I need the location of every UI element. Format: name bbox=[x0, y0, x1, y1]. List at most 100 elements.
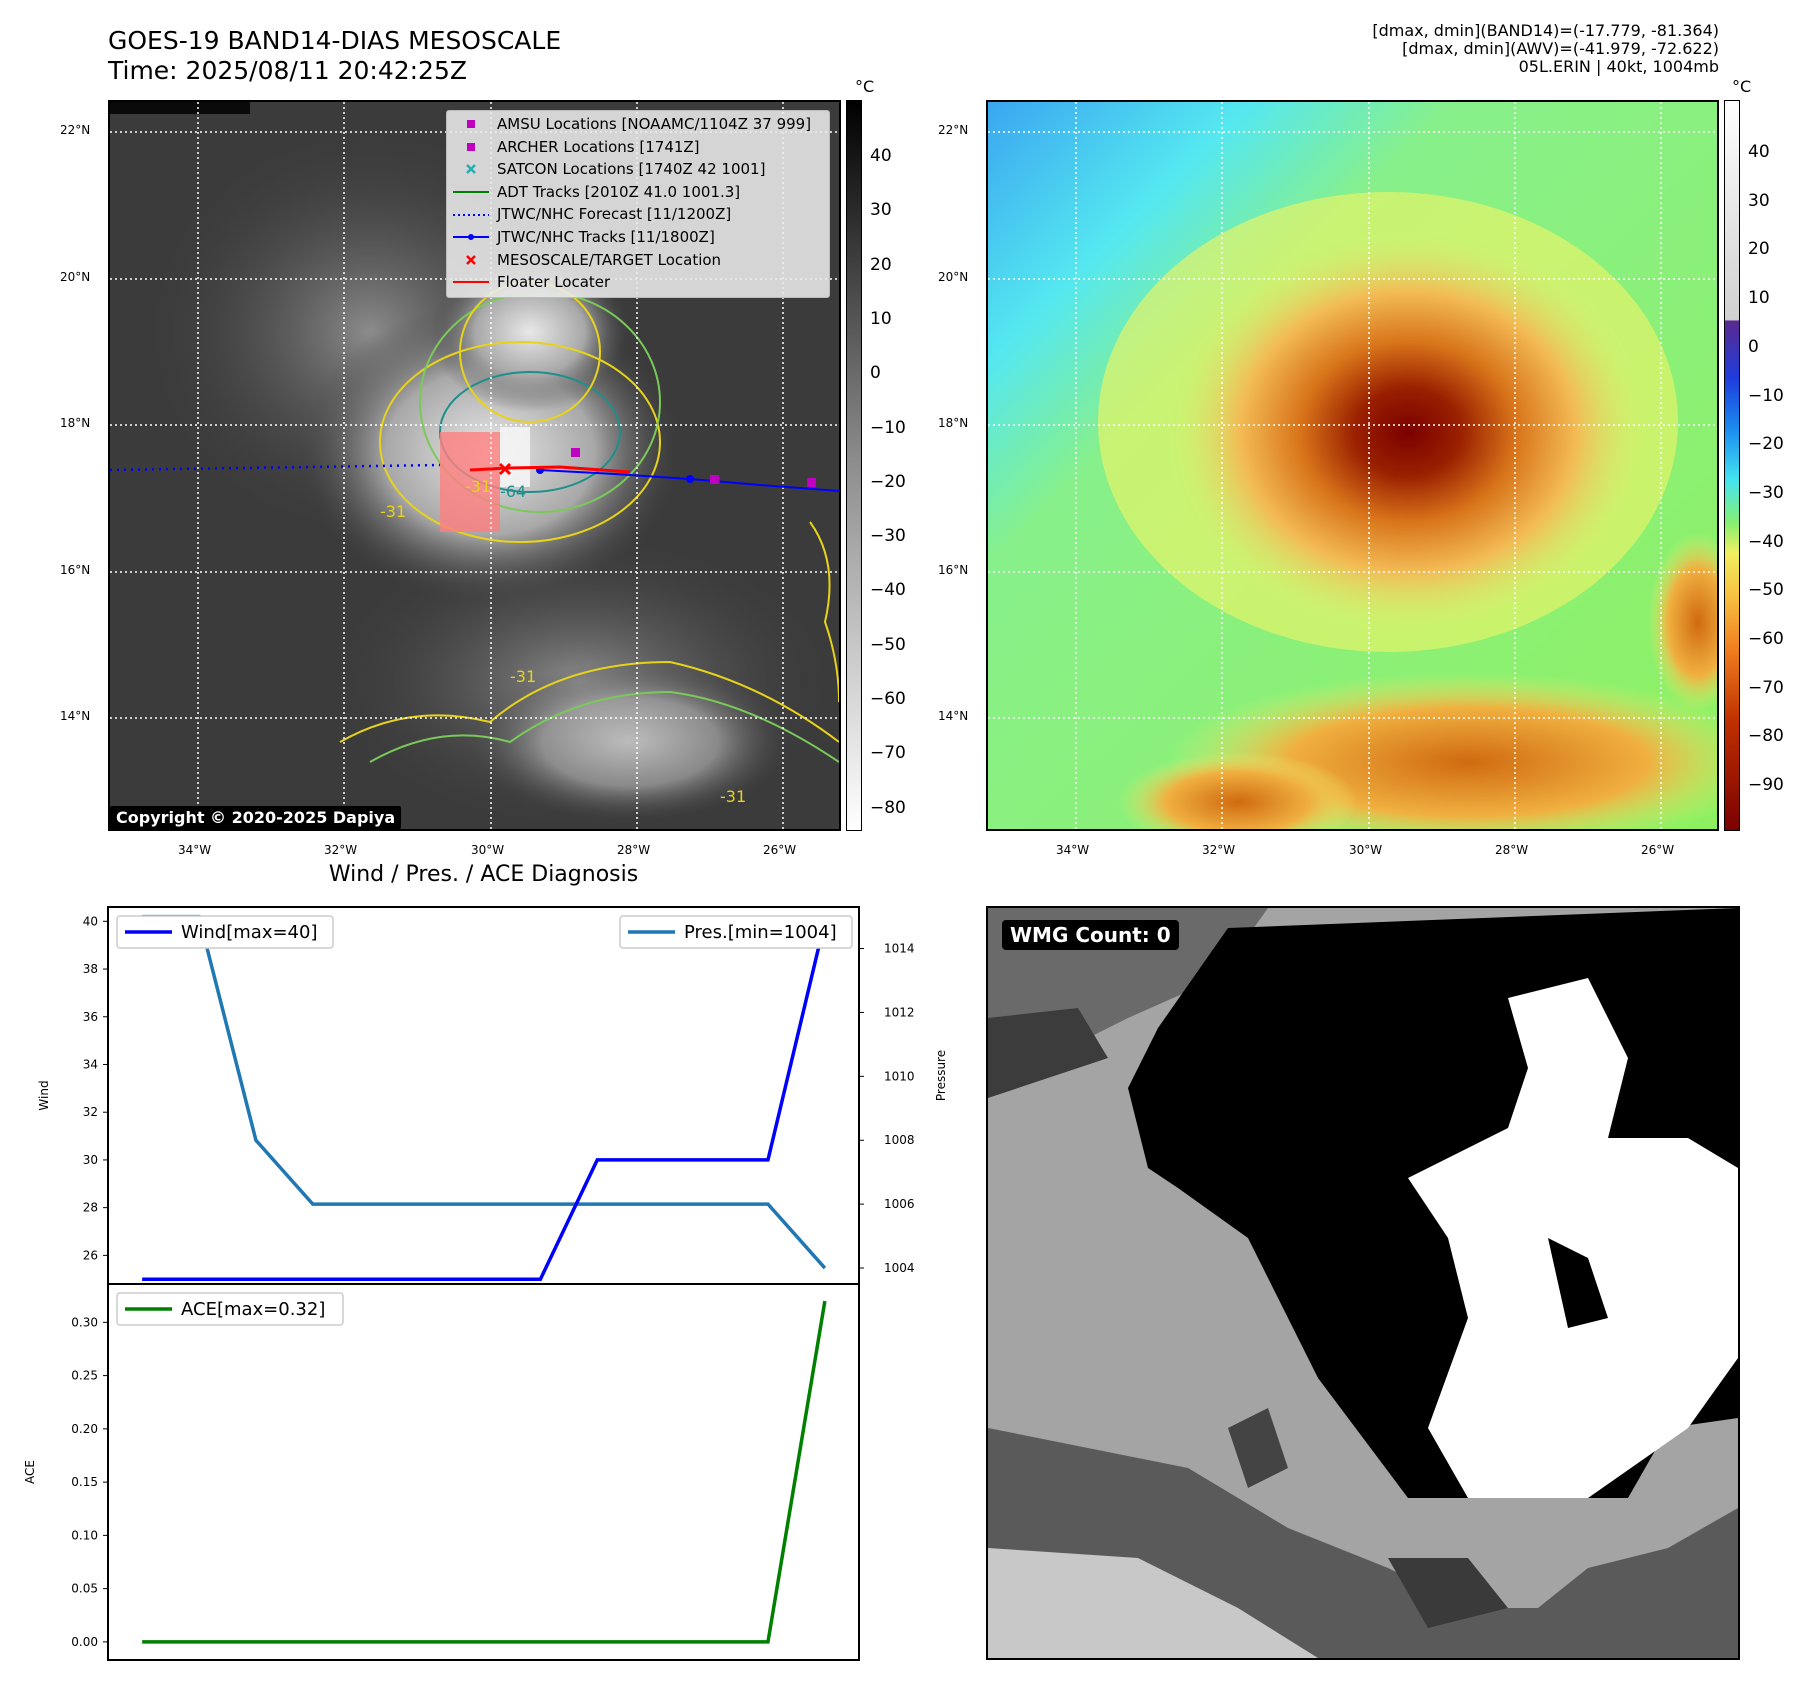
pres-tick-label: 1012 bbox=[884, 1005, 915, 1019]
info-band14: [dmax, dmin](BAND14)=(-17.779, -81.364) bbox=[1372, 21, 1719, 40]
map1-lat-label: 14°N bbox=[60, 709, 91, 723]
legend-marker-icon bbox=[453, 281, 489, 284]
wind-axis-label: Wind bbox=[37, 1080, 51, 1110]
wind-tick-label: 34 bbox=[83, 1057, 98, 1071]
colorbar1-tick: −10 bbox=[870, 417, 906, 438]
pres-tick-label: 1004 bbox=[884, 1261, 915, 1275]
map2-lat-label: 22°N bbox=[938, 123, 969, 137]
copyright-badge: Copyright © 2020-2025 Dapiya bbox=[110, 806, 402, 829]
awv-map-image bbox=[988, 102, 1717, 829]
map2-lat-label: 16°N bbox=[938, 563, 969, 577]
ace-legend-box bbox=[116, 1292, 344, 1326]
contour-label-3: -31 bbox=[380, 502, 406, 521]
legend-marker-icon bbox=[466, 164, 476, 175]
map1-lon-label: 32°W bbox=[324, 843, 358, 857]
contour-label-5: -31 bbox=[720, 787, 746, 806]
info-storm: 05L.ERIN | 40kt, 1004mb bbox=[1518, 57, 1719, 76]
colorbar1-tick: −50 bbox=[870, 634, 906, 655]
legend-label: ADT Tracks [2010Z 41.0 1001.3] bbox=[497, 182, 741, 201]
colorbar2-tick: −90 bbox=[1748, 775, 1784, 796]
wind-legend-label: Wind[max=40] bbox=[181, 922, 318, 943]
ir-map-panel: -31 -64 -31 -31 -31 AMSU Locations [NOAA… bbox=[108, 100, 841, 831]
figure-time: Time: 2025/08/11 20:42:25Z bbox=[108, 56, 467, 85]
legend-marker-icon bbox=[453, 213, 489, 216]
pres-tick-label: 1008 bbox=[884, 1133, 915, 1147]
ace-tick-label: 0.05 bbox=[71, 1582, 98, 1596]
legend-entry: MESOSCALE/TARGET Location bbox=[451, 249, 825, 272]
colorbar1-tick: −80 bbox=[870, 797, 906, 818]
legend-entry: ADT Tracks [2010Z 41.0 1001.3] bbox=[451, 181, 825, 204]
map2-lon-label: 28°W bbox=[1495, 843, 1529, 857]
colorbar1-tick: 20 bbox=[870, 254, 892, 275]
map2-lon-label: 34°W bbox=[1056, 843, 1090, 857]
colorbar2-tick: 10 bbox=[1748, 288, 1770, 309]
ace-axis-label: ACE bbox=[23, 1460, 37, 1484]
legend-entry: Floater Locater bbox=[451, 271, 825, 294]
info-awv: [dmax, dmin](AWV)=(-41.979, -72.622) bbox=[1402, 39, 1719, 58]
map1-lat-label: 18°N bbox=[60, 416, 91, 430]
map-legend: AMSU Locations [NOAAMC/1104Z 37 999] ARCH… bbox=[446, 110, 830, 298]
pressure-series-line bbox=[142, 914, 827, 1270]
colorbar2-tick: −80 bbox=[1748, 726, 1784, 747]
ace-tick-label: 0.20 bbox=[71, 1422, 98, 1436]
legend-entry: AMSU Locations [NOAAMC/1104Z 37 999] bbox=[451, 113, 825, 136]
pressure-legend-label: Pres.[min=1004] bbox=[684, 922, 837, 943]
colorbar1-tick: 30 bbox=[870, 200, 892, 221]
legend-marker-icon bbox=[467, 142, 475, 151]
map1-lat-label: 20°N bbox=[60, 270, 91, 284]
colorbar2 bbox=[1724, 100, 1740, 831]
colorbar2-tick: −40 bbox=[1748, 531, 1784, 552]
map1-lon-label: 34°W bbox=[178, 843, 212, 857]
colorbar2-unit: °C bbox=[1732, 77, 1752, 96]
colorbar1-tick: −70 bbox=[870, 743, 906, 764]
map2-lat-label: 14°N bbox=[938, 709, 969, 723]
map2-lat-label: 18°N bbox=[938, 416, 969, 430]
colorbar1-tick: −40 bbox=[870, 580, 906, 601]
ace-tick-label: 0.25 bbox=[71, 1369, 98, 1383]
legend-label: MESOSCALE/TARGET Location bbox=[497, 250, 722, 269]
colorbar2-tick: −20 bbox=[1748, 434, 1784, 455]
map1-lat-label: 16°N bbox=[60, 563, 91, 577]
wind-tick-label: 38 bbox=[83, 962, 98, 976]
ace-legend-label: ACE[max=0.32] bbox=[181, 1299, 325, 1320]
colorbar2-tick: −60 bbox=[1748, 629, 1784, 649]
legend-label: JTWC/NHC Tracks [11/1800Z] bbox=[497, 227, 715, 246]
pres-tick-label: 1014 bbox=[884, 942, 915, 956]
legend-marker-icon bbox=[453, 191, 489, 194]
colorbar2-tick: −70 bbox=[1748, 677, 1784, 698]
colorbar1-tick: −30 bbox=[870, 526, 906, 547]
map2-lat-label: 20°N bbox=[938, 270, 969, 284]
pres-tick-label: 1006 bbox=[884, 1197, 915, 1211]
awv-map-panel bbox=[986, 100, 1719, 831]
wind-tick-label: 28 bbox=[83, 1201, 98, 1215]
diagnosis-title: Wind / Pres. / ACE Diagnosis bbox=[328, 862, 639, 887]
colorbar1-tick: −20 bbox=[870, 471, 906, 492]
wind-legend-box bbox=[116, 915, 334, 949]
pres-tick-label: 1010 bbox=[884, 1069, 915, 1083]
colorbar1 bbox=[846, 100, 862, 831]
legend-label: JTWC/NHC Forecast [11/1200Z] bbox=[497, 205, 732, 224]
contour-label-2: -64 bbox=[500, 482, 526, 501]
colorbar2-tick: 40 bbox=[1748, 142, 1770, 162]
legend-label: Floater Locater bbox=[497, 273, 611, 292]
legend-marker-icon bbox=[453, 234, 489, 241]
colorbar2-tick: 20 bbox=[1748, 239, 1770, 260]
ace-tick-label: 0.00 bbox=[71, 1635, 98, 1649]
wind-tick-label: 30 bbox=[83, 1153, 98, 1167]
legend-entry: SATCON Locations [1740Z 42 1001] bbox=[451, 158, 825, 181]
legend-label: ARCHER Locations [1741Z] bbox=[497, 137, 700, 156]
legend-marker-icon bbox=[467, 120, 475, 129]
colorbar2-tick: −30 bbox=[1748, 482, 1784, 503]
ace-tick-label: 0.10 bbox=[71, 1528, 98, 1542]
legend-marker-icon bbox=[466, 254, 476, 265]
info-block: [dmax, dmin](BAND14)=(-17.779, -81.364) … bbox=[1372, 22, 1719, 76]
legend-label: AMSU Locations [NOAAMC/1104Z 37 999] bbox=[497, 115, 812, 133]
ace-axes bbox=[107, 1283, 860, 1661]
legend-rows: AMSU Locations [NOAAMC/1104Z 37 999] ARCH… bbox=[451, 113, 825, 294]
wind-tick-label: 40 bbox=[83, 914, 98, 928]
wind-pres-axes bbox=[107, 906, 860, 1285]
wmg-image bbox=[988, 908, 1738, 1658]
ace-tick-label: 0.15 bbox=[71, 1475, 98, 1489]
colorbar1-tick: 10 bbox=[870, 308, 892, 329]
colorbar1-tick: −60 bbox=[870, 689, 906, 709]
